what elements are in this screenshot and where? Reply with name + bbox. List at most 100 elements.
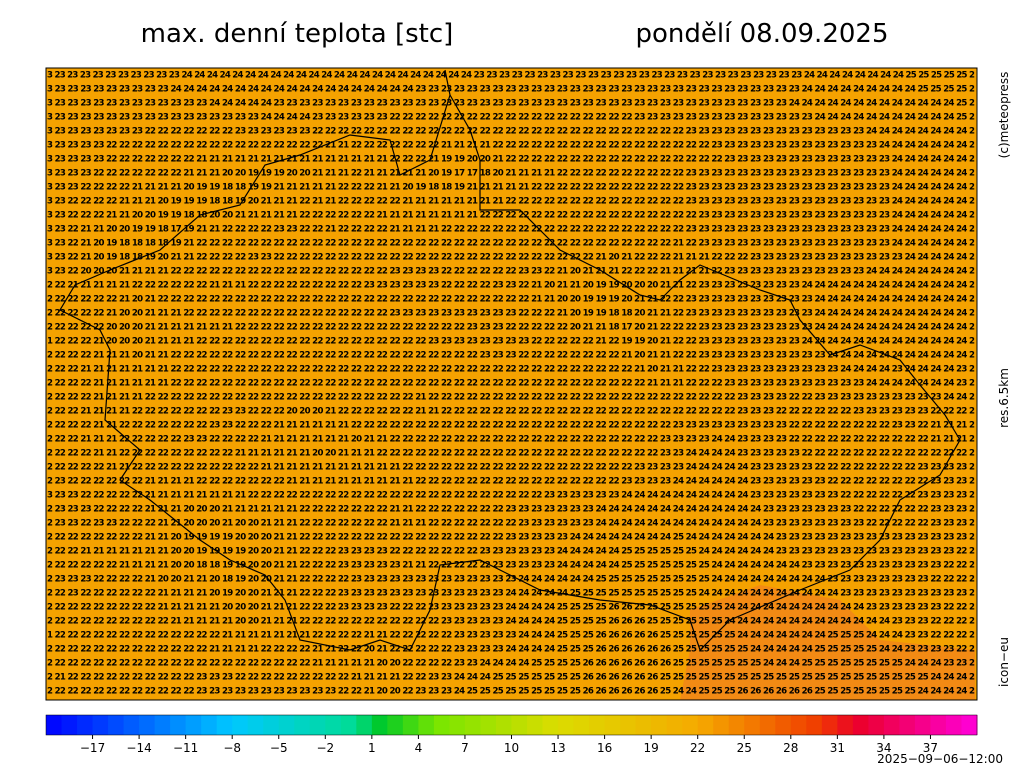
- colorbar-segment: [449, 715, 466, 735]
- colorbar-segment: [201, 715, 218, 735]
- grid-row: 2 23 23 23 22 22 22 22 21 21 21 20 20 20…: [47, 505, 975, 515]
- colorbar-tick-label: 28: [783, 741, 798, 755]
- grid-row: 3 23 22 21 21 20 20 19 19 18 17 19 21 21…: [47, 225, 975, 235]
- colorbar-segment: [651, 715, 668, 735]
- colorbar-segment: [418, 715, 435, 735]
- grid-row: 2 23 22 22 22 22 22 22 21 21 21 21 22 22…: [47, 477, 975, 487]
- grid-row: 2 22 22 21 21 21 21 22 22 22 22 22 22 22…: [47, 407, 975, 417]
- colorbar-segment: [464, 715, 481, 735]
- grid-row: 3 23 22 22 22 21 21 20 20 19 19 18 18 20…: [47, 211, 975, 221]
- grid-row: 3 23 23 22 22 22 22 21 21 21 21 20 19 19…: [47, 183, 975, 193]
- grid-row: 3 23 23 23 23 23 23 23 23 23 23 23 23 23…: [47, 113, 975, 123]
- colorbar-tick-label: 31: [830, 741, 845, 755]
- country-border: [59, 69, 961, 652]
- colorbar-segment: [154, 715, 171, 735]
- colorbar-segment: [340, 715, 357, 735]
- date: pondělí 08.09.2025: [636, 19, 889, 49]
- colorbar-segment: [108, 715, 125, 735]
- grid-row: 2 22 22 22 22 20 20 20 21 21 21 21 21 21…: [47, 323, 975, 333]
- grid-row: 2 22 22 21 21 21 22 22 22 22 22 23 23 22…: [47, 435, 975, 445]
- grid-row: 2 22 22 22 22 22 22 22 22 22 21 21 21 21…: [47, 617, 975, 627]
- colorbar-segment: [821, 715, 838, 735]
- grid-row: 2 22 22 22 21 21 22 22 22 22 22 22 22 22…: [47, 449, 975, 459]
- grid-row: 3 23 23 23 23 22 22 22 22 22 22 22 21 21…: [47, 155, 975, 165]
- grid-row: 3 23 23 22 22 22 22 22 21 21 21 21 21 21…: [47, 491, 975, 501]
- colorbar-segment: [682, 715, 699, 735]
- colorbar-segment: [527, 715, 544, 735]
- colorbar-segment: [852, 715, 869, 735]
- colorbar-segment: [170, 715, 187, 735]
- grid-row: 2 22 22 22 22 22 22 22 22 22 22 22 22 22…: [47, 659, 975, 669]
- grid-row: 3 23 23 23 23 22 22 22 22 22 22 22 22 22…: [47, 141, 975, 151]
- grid-row: 2 22 22 22 22 21 20 20 21 21 21 22 22 22…: [47, 309, 975, 319]
- colorbar-tick-label: −2: [316, 741, 334, 755]
- colorbar-segment: [387, 715, 404, 735]
- grid-row: 2 22 22 22 21 21 21 21 21 21 22 22 22 22…: [47, 379, 975, 389]
- colorbar-segment: [914, 715, 931, 735]
- resolution-label: res.6.5km: [997, 368, 1011, 428]
- colorbar-segment: [139, 715, 156, 735]
- colorbar-tick-label: 13: [550, 741, 565, 755]
- grid-row: 2 22 22 22 22 22 21 21 21 21 20 20 18 18…: [47, 561, 975, 571]
- colorbar-segment: [61, 715, 78, 735]
- colorbar-segment: [573, 715, 590, 735]
- grid-row: 2 22 22 22 22 22 22 22 22 22 22 22 22 21…: [47, 645, 975, 655]
- grid-row: 2 22 21 21 21 21 21 22 22 22 22 22 22 21…: [47, 281, 975, 291]
- grid-row: 1 22 22 22 21 20 20 20 21 21 21 21 22 22…: [47, 337, 975, 347]
- grid-row: 3 23 23 23 23 23 23 23 23 23 23 23 23 24…: [47, 99, 975, 109]
- colorbar-segment: [728, 715, 745, 735]
- colorbar-segment: [77, 715, 94, 735]
- colorbar-segment: [759, 715, 776, 735]
- colorbar-segment: [589, 715, 606, 735]
- timestamp: 2025−09−06−12:00: [877, 752, 1003, 766]
- grid-row: 2 22 22 21 21 21 21 21 21 21 20 20 19 19…: [47, 547, 975, 557]
- grid-row: 2 22 23 22 22 22 22 22 22 21 21 21 21 20…: [47, 589, 975, 599]
- colorbar-segment: [92, 715, 109, 735]
- colorbar-segment: [511, 715, 528, 735]
- grid-row: 3 23 22 21 20 19 18 18 18 18 19 21 22 22…: [47, 239, 975, 249]
- colorbar-tick-label: −14: [126, 741, 151, 755]
- colorbar-segment: [263, 715, 280, 735]
- colorbar-segment: [666, 715, 683, 735]
- title: max. denní teplota [stc]: [141, 19, 454, 49]
- grid-row: 3 23 22 21 20 19 18 18 19 20 21 21 22 22…: [47, 253, 975, 263]
- colorbar-segment: [46, 715, 63, 735]
- colorbar-segment: [123, 715, 140, 735]
- model-label: icon−eu: [997, 637, 1011, 687]
- grid-row: 2 22 22 22 22 21 21 22 22 22 22 22 22 22…: [47, 463, 975, 473]
- grid-row: 2 21 22 22 22 22 22 22 22 22 22 22 23 23…: [47, 673, 975, 683]
- colorbar-segment: [868, 715, 885, 735]
- colorbar-tick-label: 34: [876, 741, 891, 755]
- colorbar-segment: [883, 715, 900, 735]
- colorbar-segment: [185, 715, 202, 735]
- colorbar-segment: [216, 715, 233, 735]
- colorbar-segment: [744, 715, 761, 735]
- colorbar-segment: [371, 715, 388, 735]
- map-frame: [45, 67, 978, 701]
- colorbar-tick-label: −17: [80, 741, 105, 755]
- colorbar-segment: [620, 715, 637, 735]
- grid-row: 1 22 22 22 22 22 22 22 22 22 22 22 22 22…: [47, 631, 975, 641]
- colorbar-segment: [837, 715, 854, 735]
- grid-row: 2 22 22 22 22 22 22 22 22 21 21 21 21 21…: [47, 603, 975, 613]
- grid-row: 3 23 22 20 20 20 21 21 21 21 22 22 22 22…: [47, 267, 975, 277]
- colorbar-tick-label: 37: [923, 741, 938, 755]
- colorbar-segment: [775, 715, 792, 735]
- colorbar-tick-label: 4: [415, 741, 423, 755]
- colorbar-tick-label: 16: [597, 741, 612, 755]
- warm-area: [680, 585, 975, 700]
- colorbar-segment: [480, 715, 497, 735]
- colorbar-segment: [356, 715, 373, 735]
- colorbar-segment: [542, 715, 559, 735]
- colorbar-segment: [402, 715, 419, 735]
- colorbar-segment: [278, 715, 295, 735]
- colorbar-segment: [635, 715, 652, 735]
- grid-row: 2 22 22 22 21 21 22 22 22 22 22 22 22 23…: [47, 421, 975, 431]
- colorbar-tick-label: −11: [173, 741, 198, 755]
- grid-row: 2 22 22 21 21 21 21 21 21 21 22 22 22 22…: [47, 365, 975, 375]
- colorbar-segment: [790, 715, 807, 735]
- grid-row: 2 22 22 22 22 22 21 20 21 22 22 22 22 22…: [47, 295, 975, 305]
- grid-row: 3 23 22 22 22 22 21 21 21 20 19 19 19 18…: [47, 197, 975, 207]
- colorbar-segment: [309, 715, 326, 735]
